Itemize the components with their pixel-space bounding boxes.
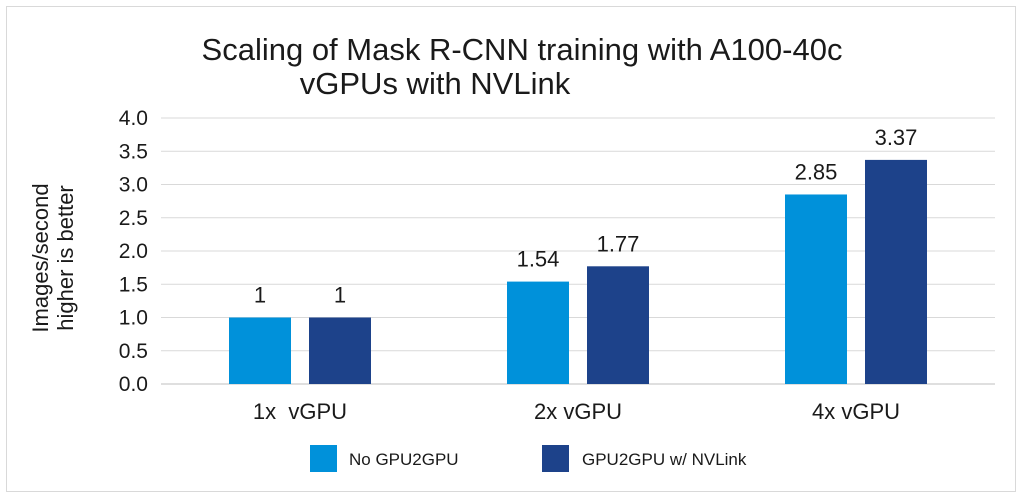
bar bbox=[229, 317, 291, 384]
y-tick-label: 2.0 bbox=[119, 240, 148, 263]
y-tick-label: 1.5 bbox=[119, 273, 148, 296]
chart-title: Scaling of Mask R-CNN training with A100… bbox=[202, 32, 843, 101]
data-labels: 1 1 1.54 1.77 2.85 3.37 bbox=[254, 125, 918, 308]
y-tick-label: 1.0 bbox=[119, 307, 148, 330]
bar bbox=[507, 281, 569, 384]
y-tick-label: 0.0 bbox=[119, 373, 148, 396]
data-label: 1.77 bbox=[597, 231, 640, 256]
legend-swatch-no-gpu2gpu bbox=[310, 445, 337, 472]
bars bbox=[229, 159, 927, 384]
bar-chart: Scaling of Mask R-CNN training with A100… bbox=[28, 32, 995, 472]
gridlines bbox=[161, 117, 995, 385]
chart-title-line-2: vGPUs with NVLink bbox=[300, 66, 571, 101]
chart-title-line-1: Scaling of Mask R-CNN training with A100… bbox=[202, 32, 843, 67]
data-label: 2.85 bbox=[795, 159, 838, 184]
y-axis-ticks: 0.0 0.5 1.0 1.5 2.0 2.5 3.0 3.5 4.0 bbox=[119, 107, 148, 396]
x-category-label: 4x vGPU bbox=[812, 399, 900, 424]
legend: No GPU2GPU GPU2GPU w/ NVLink bbox=[310, 445, 747, 472]
data-label: 1 bbox=[334, 283, 346, 308]
x-category-label: 2x vGPU bbox=[534, 399, 622, 424]
legend-label-gpu2gpu-nvlink: GPU2GPU w/ NVLink bbox=[582, 450, 747, 469]
chart-frame: Scaling of Mask R-CNN training with A100… bbox=[6, 6, 1016, 492]
y-tick-label: 4.0 bbox=[119, 107, 148, 130]
bar bbox=[587, 266, 649, 384]
data-label: 3.37 bbox=[875, 125, 918, 150]
x-category-label: 1x vGPU bbox=[253, 399, 347, 424]
x-axis-categories: 1x vGPU 2x vGPU 4x vGPU bbox=[253, 399, 900, 424]
data-label: 1 bbox=[254, 283, 266, 308]
y-tick-label: 0.5 bbox=[119, 340, 148, 363]
bar bbox=[309, 317, 371, 384]
y-tick-label: 3.0 bbox=[119, 174, 148, 197]
y-axis-label-line-2: higher is better bbox=[53, 185, 78, 331]
y-tick-label: 3.5 bbox=[119, 140, 148, 163]
bar bbox=[865, 159, 927, 384]
legend-swatch-gpu2gpu-nvlink bbox=[542, 445, 569, 472]
y-tick-label: 2.5 bbox=[119, 207, 148, 230]
y-axis-label: Images/second higher is better bbox=[28, 183, 78, 332]
y-axis-label-line-1: Images/second bbox=[28, 183, 53, 332]
legend-label-no-gpu2gpu: No GPU2GPU bbox=[349, 450, 459, 469]
data-label: 1.54 bbox=[517, 247, 560, 272]
bar bbox=[785, 194, 847, 384]
